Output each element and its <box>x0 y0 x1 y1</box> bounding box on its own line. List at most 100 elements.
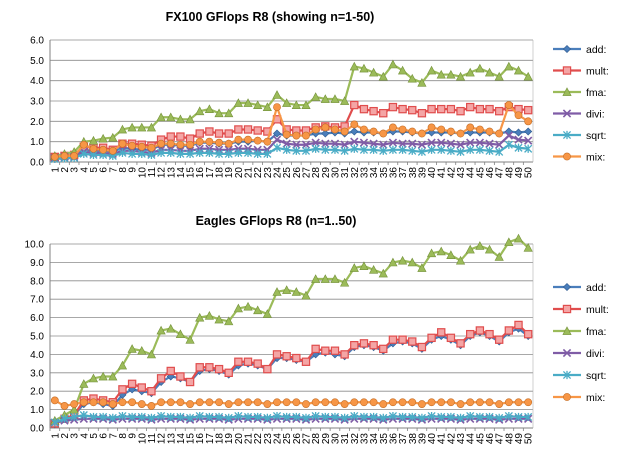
data-point <box>244 398 252 407</box>
data-point <box>407 73 417 83</box>
x-tick-label: 14 <box>176 433 187 445</box>
x-tick-label: 2 <box>60 433 71 439</box>
x-tick-label: 46 <box>485 167 496 179</box>
data-point <box>350 398 359 407</box>
data-point <box>379 146 388 155</box>
y-tick-label: 1.0 <box>30 137 44 148</box>
data-point <box>243 148 253 157</box>
data-point <box>301 413 311 422</box>
data-point <box>137 142 146 151</box>
data-point <box>243 357 253 366</box>
data-point <box>359 339 369 348</box>
data-point <box>456 129 465 138</box>
data-point <box>456 106 465 116</box>
x-tick-label: 20 <box>234 433 245 445</box>
data-point <box>301 146 311 155</box>
chart-title: FX100 GFlops R8 (showing n=1-50) <box>166 10 375 24</box>
data-point <box>244 135 252 144</box>
data-point <box>234 398 243 407</box>
series-fma <box>50 233 533 425</box>
data-point <box>437 138 446 147</box>
data-point <box>108 371 118 381</box>
data-point <box>388 335 398 344</box>
data-point <box>495 140 504 149</box>
data-point <box>253 305 263 315</box>
legend-label: add: <box>586 282 606 294</box>
data-point <box>186 149 195 158</box>
data-point <box>417 140 427 149</box>
x-tick-label: 26 <box>292 433 303 445</box>
data-point <box>99 145 108 154</box>
data-point <box>253 359 262 368</box>
data-point <box>128 398 137 407</box>
x-tick-label: 3 <box>70 433 81 439</box>
data-point <box>321 412 330 422</box>
data-point <box>233 303 243 313</box>
y-tick-label: 7.0 <box>30 295 44 306</box>
data-point <box>205 412 214 422</box>
data-point <box>186 400 194 408</box>
x-tick-label: 50 <box>524 433 535 445</box>
data-point <box>446 333 456 343</box>
x-tick-label: 28 <box>311 433 322 445</box>
data-point <box>195 363 204 372</box>
data-point <box>330 346 340 355</box>
data-point <box>292 140 301 149</box>
data-point <box>504 101 513 109</box>
data-point <box>466 102 475 112</box>
legend-marker <box>563 393 571 401</box>
x-tick-label: 12 <box>157 433 168 445</box>
data-point <box>185 377 195 387</box>
data-point <box>157 139 165 148</box>
data-point <box>224 413 233 422</box>
x-tick-label: 30 <box>330 167 341 179</box>
data-point <box>436 69 446 79</box>
data-point <box>176 149 185 158</box>
data-point <box>379 344 388 354</box>
data-point <box>311 411 320 421</box>
data-point <box>446 398 455 407</box>
data-point <box>137 345 147 355</box>
data-point <box>205 398 214 407</box>
data-point <box>205 363 214 372</box>
data-point <box>379 140 388 149</box>
x-tick-label: 47 <box>495 167 506 179</box>
data-point <box>98 371 108 381</box>
data-point <box>437 398 446 407</box>
data-point <box>330 94 340 103</box>
data-point <box>99 398 108 407</box>
series-line <box>54 143 529 161</box>
y-tick-label: 6.0 <box>30 36 44 47</box>
data-point <box>485 398 494 407</box>
data-point <box>408 127 417 136</box>
data-point <box>426 65 437 75</box>
data-point <box>523 71 533 81</box>
data-point <box>224 149 233 158</box>
data-point <box>166 398 175 407</box>
data-point <box>417 342 427 352</box>
data-point <box>513 233 524 243</box>
legend-entry: mult: <box>553 66 609 78</box>
data-point <box>417 413 426 422</box>
data-point <box>292 398 301 407</box>
legend-label: mult: <box>586 66 609 78</box>
legend-marker <box>562 130 572 140</box>
data-point <box>495 147 504 156</box>
data-point <box>350 120 359 129</box>
data-point <box>233 98 243 107</box>
series-sqrt <box>50 411 533 427</box>
data-point <box>89 412 98 422</box>
data-point <box>408 398 417 407</box>
x-tick-label: 9 <box>128 433 139 439</box>
data-point <box>204 104 214 114</box>
data-point <box>253 126 262 135</box>
data-point <box>118 398 127 407</box>
data-point <box>513 65 524 75</box>
data-point <box>321 145 330 154</box>
data-point <box>408 412 417 422</box>
x-tick-label: 28 <box>311 167 322 179</box>
x-tick-label: 43 <box>456 167 467 179</box>
data-point <box>350 127 359 136</box>
x-tick-label: 34 <box>369 167 380 179</box>
data-point <box>311 138 320 147</box>
